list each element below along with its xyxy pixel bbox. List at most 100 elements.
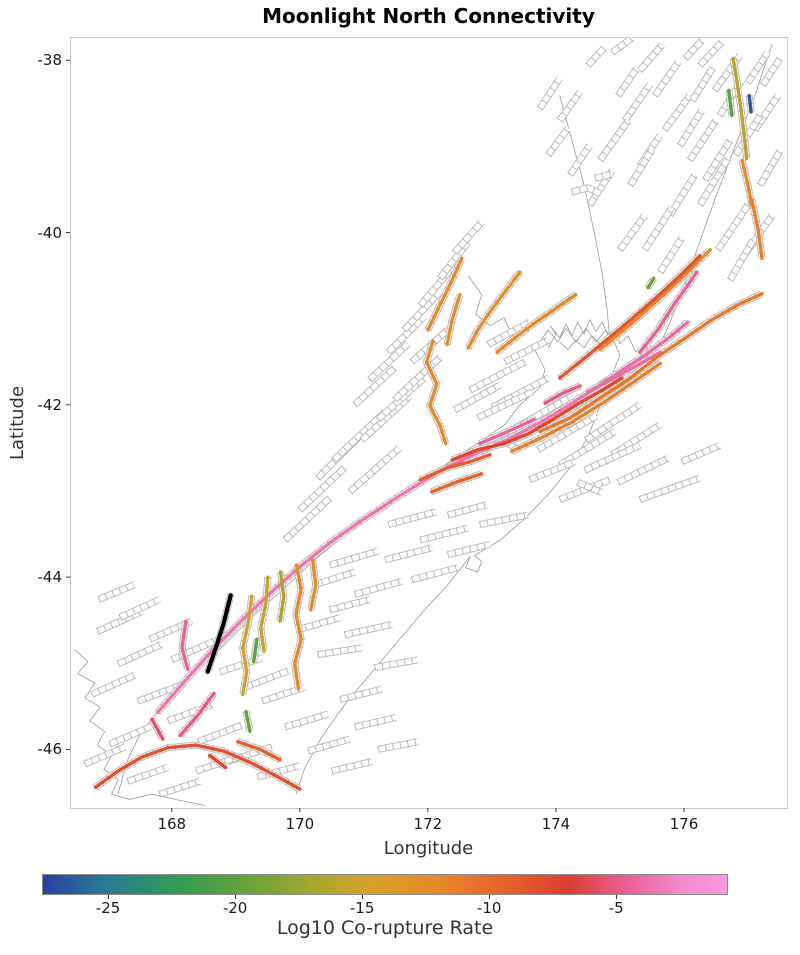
fault-trace-rungs	[476, 388, 534, 421]
fault-trace-fill	[558, 477, 611, 503]
coastline	[547, 319, 609, 351]
corupture-trace	[598, 248, 712, 352]
corupture-trace	[638, 270, 699, 354]
fault-trace-fill	[419, 525, 469, 543]
fault-trace-rungs	[136, 681, 184, 705]
fault-trace-fill	[683, 38, 704, 61]
corupture-trace	[309, 558, 318, 612]
coastline	[117, 327, 621, 795]
corupture-trace	[731, 56, 749, 161]
fault-trace-fill	[374, 657, 419, 671]
corupture-trace	[747, 93, 753, 114]
fault-trace-fill	[402, 290, 442, 332]
corupture-trace	[150, 717, 165, 741]
corupture-trace	[510, 361, 662, 454]
fault-trace-fill	[384, 545, 433, 563]
corupture-trace	[445, 292, 462, 347]
corupture-trace	[244, 709, 252, 733]
fault-trace-fill	[571, 185, 602, 197]
fault-trace-rungs	[116, 641, 163, 668]
x-tick-label: 170	[285, 815, 315, 833]
corupture-trace	[178, 691, 216, 738]
target-fault-trace	[205, 593, 233, 674]
fault-trace-fill	[284, 711, 329, 730]
colorbar-tick-mark	[616, 895, 618, 899]
colorbar-tick-label: -20	[222, 899, 248, 917]
corupture-trace	[646, 276, 656, 290]
fault-trace-fill	[690, 66, 715, 103]
fault-trace-fill	[377, 739, 419, 752]
fault-trace-fill	[348, 445, 402, 494]
fault-trace-rungs	[686, 118, 719, 163]
fault-trace-fill	[576, 480, 604, 496]
fault-trace-rungs	[702, 138, 733, 182]
fault-trace-fill	[386, 314, 427, 355]
fault-trace-fill	[680, 442, 721, 465]
colorbar-tick-mark	[235, 895, 237, 899]
fault-trace-fill	[329, 596, 371, 613]
corupture-trace	[615, 320, 690, 376]
corupture-trace	[538, 292, 764, 434]
corupture-trace	[252, 637, 259, 664]
corupture-trace	[750, 198, 764, 261]
fault-trace-rungs	[392, 354, 443, 403]
fault-map-canvas	[66, 37, 784, 812]
fault-trace-fill	[594, 171, 613, 181]
fault-trace-fill	[453, 382, 502, 413]
fault-trace-rungs	[411, 564, 459, 584]
fault-trace-fill	[313, 569, 356, 588]
fault-trace-rungs	[96, 608, 144, 635]
corupture-trace	[450, 376, 624, 462]
fault-trace-fill	[715, 203, 751, 252]
fault-trace-fill	[677, 108, 705, 147]
colorbar-gradient	[42, 874, 728, 895]
fault-trace-fill	[490, 375, 550, 410]
corupture-trace	[93, 743, 302, 791]
colorbar-tick-label: -5	[608, 899, 624, 917]
fault-trace-fill	[610, 422, 662, 458]
fault-trace-rungs	[409, 327, 451, 365]
fault-trace-rungs	[384, 544, 433, 564]
fault-trace-rungs	[479, 511, 529, 529]
y-tick-label: -44	[37, 568, 63, 587]
chart-title: Moonlight North Connectivity	[262, 4, 595, 28]
fault-trace-rungs	[90, 672, 137, 698]
coastline	[74, 649, 206, 806]
corupture-trace	[259, 575, 270, 653]
corupture-trace	[236, 740, 282, 762]
colorbar-tick-label: -25	[95, 899, 121, 917]
x-tick-label: 168	[157, 815, 187, 833]
corupture-trace-layer	[93, 56, 764, 791]
fault-trace-rungs	[166, 701, 214, 725]
fault-trace-fill	[652, 60, 681, 98]
fault-trace-fill	[536, 413, 598, 452]
fault-trace-fill	[344, 621, 393, 638]
fault-trace-fill	[447, 502, 488, 518]
corupture-trace	[466, 270, 522, 350]
fault-trace-rungs	[536, 76, 563, 111]
fault-trace-fill	[637, 43, 665, 73]
fault-trace-fill	[158, 778, 201, 797]
fault-trace-fill	[597, 119, 631, 162]
fault-trace-rungs	[297, 465, 347, 513]
corupture-trace	[241, 594, 254, 696]
fault-trace-fill	[528, 459, 577, 483]
fault-trace-fill	[116, 641, 163, 667]
fault-trace-rungs	[636, 133, 664, 168]
fault-trace-rungs	[696, 156, 732, 207]
fault-trace-rungs	[437, 239, 471, 281]
x-tick-label: 174	[541, 815, 571, 833]
fault-trace-rungs	[282, 495, 333, 543]
fault-trace-rungs	[503, 337, 550, 365]
y-tick-label: -42	[37, 395, 63, 414]
fault-trace-rungs	[419, 524, 470, 544]
corupture-trace	[156, 372, 619, 715]
fault-trace-rungs	[352, 365, 397, 408]
fault-trace-rungs	[744, 50, 771, 85]
fault-trace-rungs	[196, 722, 243, 745]
fault-trace-fill	[367, 341, 410, 382]
fault-trace-fill	[622, 82, 653, 123]
corupture-trace	[727, 88, 734, 118]
fault-trace-rungs	[583, 442, 642, 474]
